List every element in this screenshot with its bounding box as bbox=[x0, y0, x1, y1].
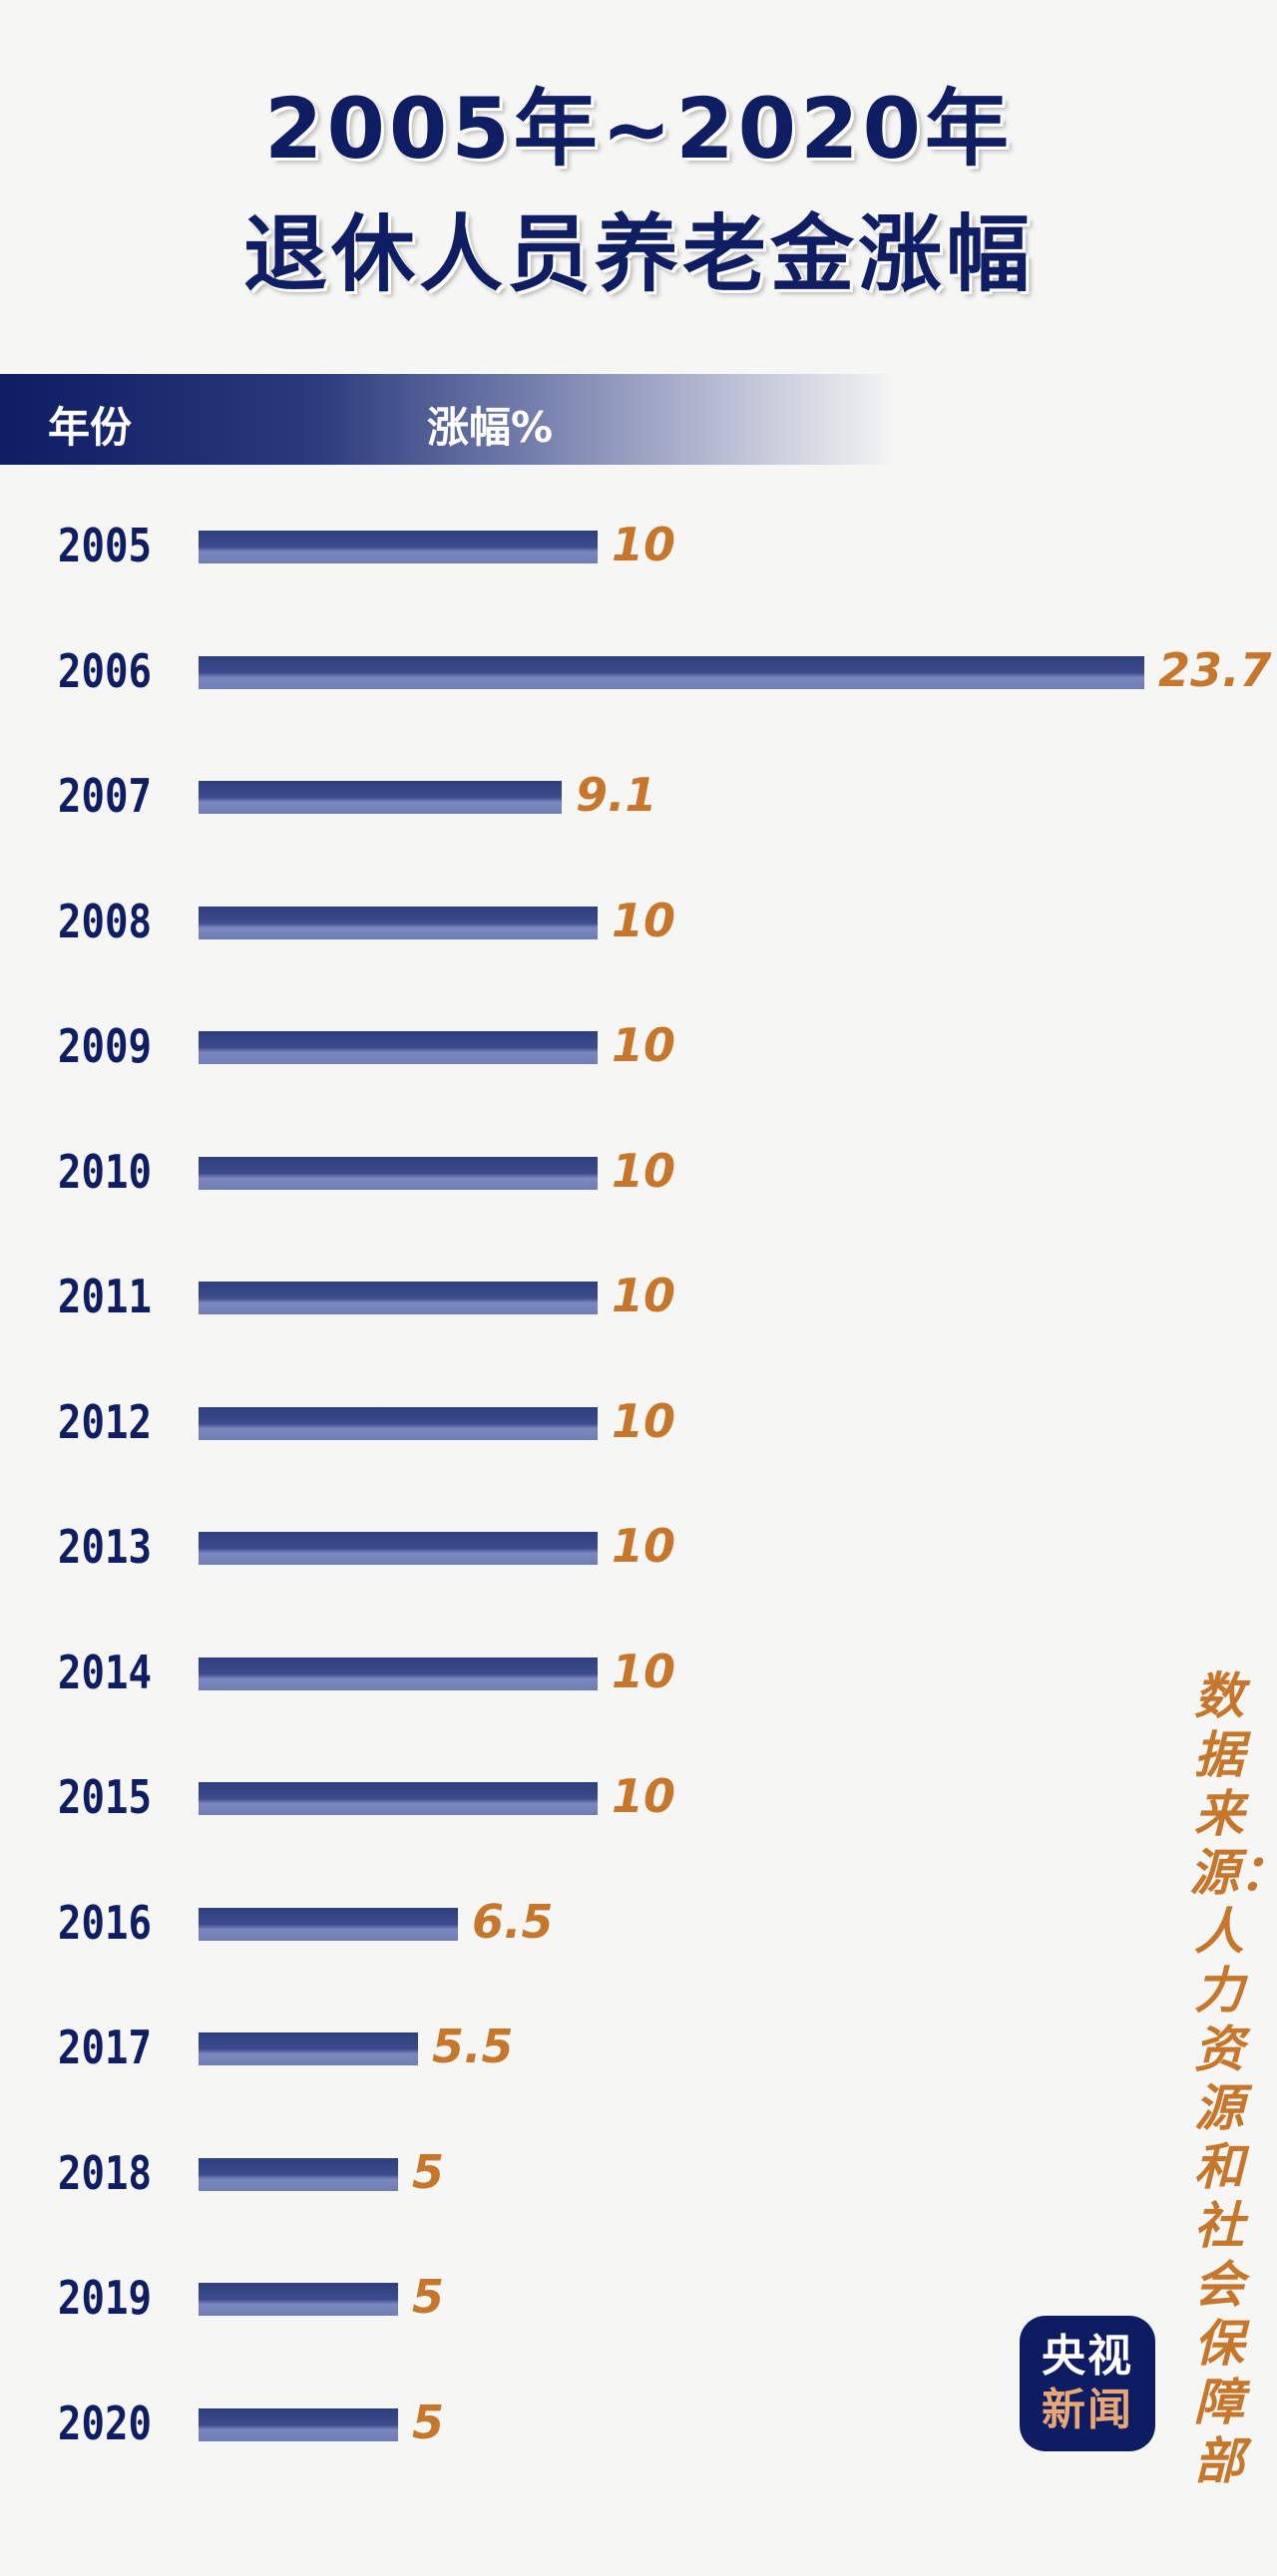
year-label: 2007 bbox=[57, 769, 153, 823]
year-label: 2018 bbox=[57, 2145, 153, 2200]
value-label: 10 bbox=[612, 1644, 676, 1698]
bar-2011 bbox=[199, 1282, 598, 1314]
value-label: 5 bbox=[412, 2144, 445, 2199]
year-label: 2015 bbox=[57, 1770, 153, 1824]
value-label: 9.1 bbox=[576, 768, 657, 822]
header-band bbox=[0, 374, 898, 465]
data-source-note: 数据来源：人力资源和社会保障部 bbox=[1189, 1667, 1277, 2490]
year-label: 2016 bbox=[57, 1895, 153, 1950]
value-label: 10 bbox=[612, 1143, 676, 1198]
bar-2014 bbox=[199, 1656, 598, 1690]
bar-2017 bbox=[199, 2032, 418, 2065]
year-label: 2020 bbox=[57, 2395, 153, 2450]
bar-2010 bbox=[199, 1156, 598, 1190]
bar-2009 bbox=[199, 1031, 598, 1064]
bar-2005 bbox=[199, 531, 598, 563]
title-line-2: 退休人员养老金涨幅 bbox=[242, 205, 1034, 303]
value-label: 10 bbox=[612, 1018, 676, 1072]
title-line-1: 2005年~2020年 bbox=[264, 80, 1013, 178]
cctv-news-logo: 央视 新闻 bbox=[1020, 2316, 1155, 2451]
value-label: 10 bbox=[612, 1769, 676, 1823]
bar-2020 bbox=[199, 2407, 398, 2441]
value-label: 5.5 bbox=[432, 2020, 514, 2073]
logo-line-2: 新闻 bbox=[1042, 2385, 1133, 2435]
bar-2008 bbox=[199, 906, 598, 939]
value-label: 5 bbox=[412, 2394, 445, 2449]
value-label: 23.7 bbox=[1158, 642, 1272, 697]
value-label: 6.5 bbox=[472, 1894, 554, 1949]
value-column-header: 涨幅% bbox=[427, 403, 554, 452]
year-column-header: 年份 bbox=[48, 403, 133, 452]
value-label: 10 bbox=[612, 893, 676, 947]
year-label: 2010 bbox=[57, 1144, 153, 1199]
value-label: 10 bbox=[612, 1519, 676, 1573]
year-label: 2014 bbox=[57, 1645, 153, 1699]
year-label: 2006 bbox=[57, 643, 153, 698]
bar-2016 bbox=[199, 1907, 458, 1941]
bar-2012 bbox=[199, 1406, 598, 1440]
value-label: 10 bbox=[612, 518, 676, 571]
bar-2015 bbox=[199, 1782, 598, 1815]
year-label: 2019 bbox=[57, 2271, 153, 2325]
year-label: 2013 bbox=[57, 1520, 153, 1574]
year-label: 2009 bbox=[57, 1019, 153, 1073]
value-label: 10 bbox=[612, 1269, 676, 1322]
value-label: 10 bbox=[612, 1393, 676, 1448]
bar-2018 bbox=[199, 2157, 398, 2191]
logo-line-1: 央视 bbox=[1042, 2331, 1133, 2382]
year-label: 2008 bbox=[57, 894, 153, 948]
bar-2019 bbox=[199, 2283, 398, 2316]
year-label: 2017 bbox=[57, 2021, 153, 2074]
value-label: 5 bbox=[412, 2270, 445, 2324]
year-label: 2011 bbox=[57, 1270, 153, 1323]
bar-2006 bbox=[199, 655, 1144, 689]
bar-2013 bbox=[199, 1532, 598, 1565]
year-label: 2012 bbox=[57, 1394, 153, 1449]
bar-2007 bbox=[199, 781, 562, 814]
year-label: 2005 bbox=[57, 519, 153, 572]
